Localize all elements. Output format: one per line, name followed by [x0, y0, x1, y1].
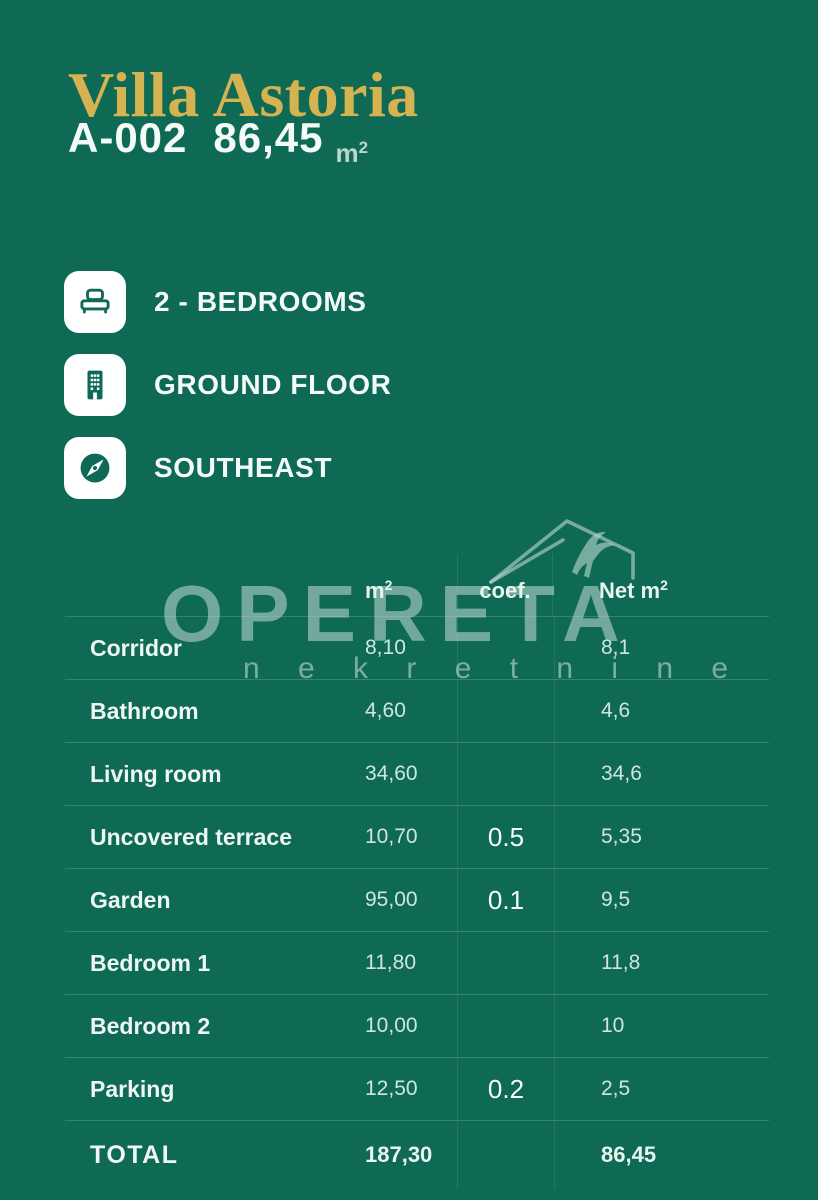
gross-area-cell: 11,80 — [365, 951, 416, 974]
gross-area-cell: 10,00 — [365, 1014, 418, 1037]
header-room-cell — [65, 604, 365, 616]
unit-letter: m — [335, 138, 359, 168]
gross-area-cell: 95,00 — [365, 888, 418, 911]
table-row-bedroom-2: Bedroom 2 10,00 10 — [65, 995, 769, 1058]
coef-cell: 0.1 — [457, 869, 555, 931]
bed-icon — [64, 271, 126, 333]
table-row-living-room: Living room 34,60 34,6 — [65, 743, 769, 806]
total-label-cell: TOTAL — [90, 1140, 179, 1169]
unit-code: A-002 — [68, 114, 188, 161]
total-gross-cell: 187,30 — [365, 1142, 433, 1167]
unit-summary: A-002 86,45 m2 — [68, 112, 368, 179]
table-row-corridor: Corridor 8,10 8,1 — [65, 617, 769, 680]
area-breakdown-table: m2 coef. Net m2 Corridor 8,10 8,1 Bathro… — [65, 554, 769, 1189]
net-area-cell: 5,35 — [601, 825, 642, 848]
net-area-cell: 4,6 — [601, 699, 631, 722]
feature-item-floor: GROUND FLOOR — [64, 354, 391, 416]
net-area-cell: 11,8 — [601, 951, 641, 974]
table-row-garden: Garden 95,00 0.1 9,5 — [65, 869, 769, 932]
feature-list: 2 - BEDROOMS GROUND FLOOR — [64, 271, 391, 499]
feature-item-bedrooms: 2 - BEDROOMS — [64, 271, 391, 333]
header-gross-area: m2 — [365, 577, 393, 603]
net-area-cell: 34,6 — [601, 762, 642, 785]
coef-cell — [457, 743, 555, 805]
header-coefficient: coef. — [457, 554, 553, 616]
square-meter-unit: m2 — [336, 122, 369, 179]
room-name-cell: Living room — [90, 760, 222, 787]
gross-area-cell: 34,60 — [365, 762, 418, 785]
room-name-cell: Bedroom 2 — [90, 1012, 211, 1039]
feature-item-orientation: SOUTHEAST — [64, 437, 391, 499]
compass-icon — [64, 437, 126, 499]
building-icon — [64, 354, 126, 416]
gross-area-cell: 4,60 — [365, 699, 406, 722]
table-total-row: TOTAL 187,30 86,45 — [65, 1121, 769, 1189]
table-row-parking: Parking 12,50 0.2 2,5 — [65, 1058, 769, 1121]
coef-cell — [457, 995, 555, 1057]
table-row-bathroom: Bathroom 4,60 4,6 — [65, 680, 769, 743]
coef-cell — [457, 932, 555, 994]
table-row-bedroom-1: Bedroom 1 11,80 11,8 — [65, 932, 769, 995]
gross-area-cell: 8,10 — [365, 636, 406, 659]
gross-area-cell: 10,70 — [365, 825, 418, 848]
room-name-cell: Bedroom 1 — [90, 949, 211, 976]
coef-cell — [457, 680, 555, 742]
net-area-cell: 2,5 — [601, 1077, 631, 1100]
page-title: Villa Astoria — [68, 58, 419, 130]
feature-label: 2 - BEDROOMS — [154, 286, 367, 317]
net-area-cell: 9,5 — [601, 888, 631, 911]
net-area-cell: 8,1 — [601, 636, 631, 659]
table-row-uncovered-terrace: Uncovered terrace 10,70 0.5 5,35 — [65, 806, 769, 869]
feature-label: GROUND FLOOR — [154, 369, 392, 400]
room-name-cell: Uncovered terrace — [90, 823, 292, 850]
header-net-area: Net m2 — [599, 577, 668, 603]
coef-cell: 0.2 — [457, 1058, 555, 1120]
unit-area-value: 86,45 — [213, 114, 324, 161]
net-area-cell: 10 — [601, 1014, 625, 1037]
coef-cell — [457, 617, 555, 679]
gross-area-cell: 12,50 — [365, 1077, 418, 1100]
table-header-row: m2 coef. Net m2 — [65, 554, 769, 617]
feature-label: SOUTHEAST — [154, 452, 333, 483]
coef-cell: 0.5 — [457, 806, 555, 868]
room-name-cell: Bathroom — [90, 697, 199, 724]
total-net-cell: 86,45 — [601, 1142, 657, 1167]
room-name-cell: Parking — [90, 1075, 175, 1102]
unit-superscript: 2 — [358, 138, 369, 157]
room-name-cell: Garden — [90, 886, 171, 913]
total-coef-cell — [457, 1121, 555, 1189]
room-name-cell: Corridor — [90, 634, 182, 661]
